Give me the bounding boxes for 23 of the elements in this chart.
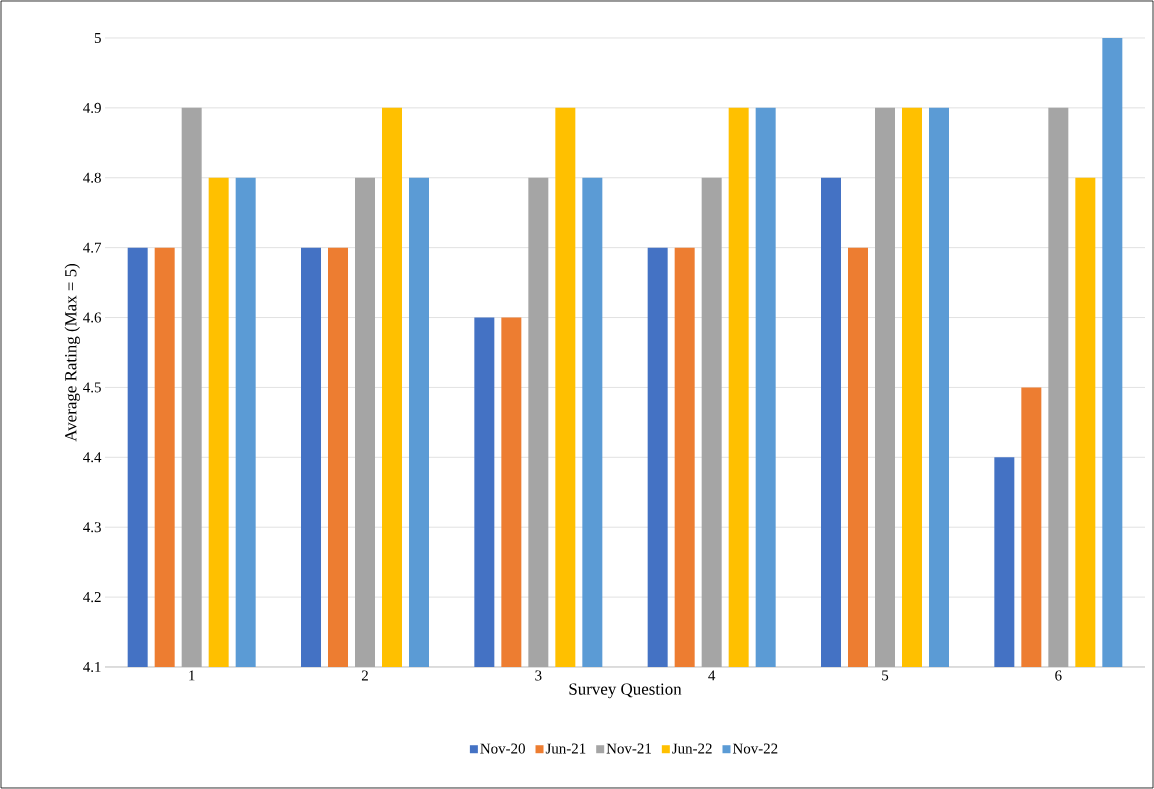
legend-label: Nov-20 [480,743,525,754]
x-tick-label: 6 [1055,670,1062,681]
x-tick-label: 1 [189,670,195,681]
y-tick-label: 4.9 [83,102,101,113]
y-tick-label: 5 [94,33,101,43]
y-tick-label: 4.3 [83,522,101,533]
y-tick-label: 4.8 [83,172,101,183]
legend-label: Nov-21 [606,743,651,754]
y-tick-label: 4.6 [83,312,102,323]
x-tick-label: 2 [361,670,368,681]
y-tick-label: 4.7 [83,242,102,253]
y-tick-label: 4.5 [83,382,101,393]
x-tick-label: 5 [882,670,889,681]
x-axis-title: Survey Question [569,683,682,699]
legend-label: Nov-22 [732,743,778,754]
legend-label: Jun-22 [672,743,712,754]
legend-label: Jun-21 [545,743,586,754]
y-tick-label: 4.4 [83,452,102,463]
x-tick-label: 4 [708,670,716,681]
y-axis-title: Average Rating (Max = 5) [64,263,80,442]
x-tick-label: 3 [535,670,542,681]
y-tick-label: 4.1 [83,661,101,673]
y-tick-label: 4.2 [83,592,101,603]
